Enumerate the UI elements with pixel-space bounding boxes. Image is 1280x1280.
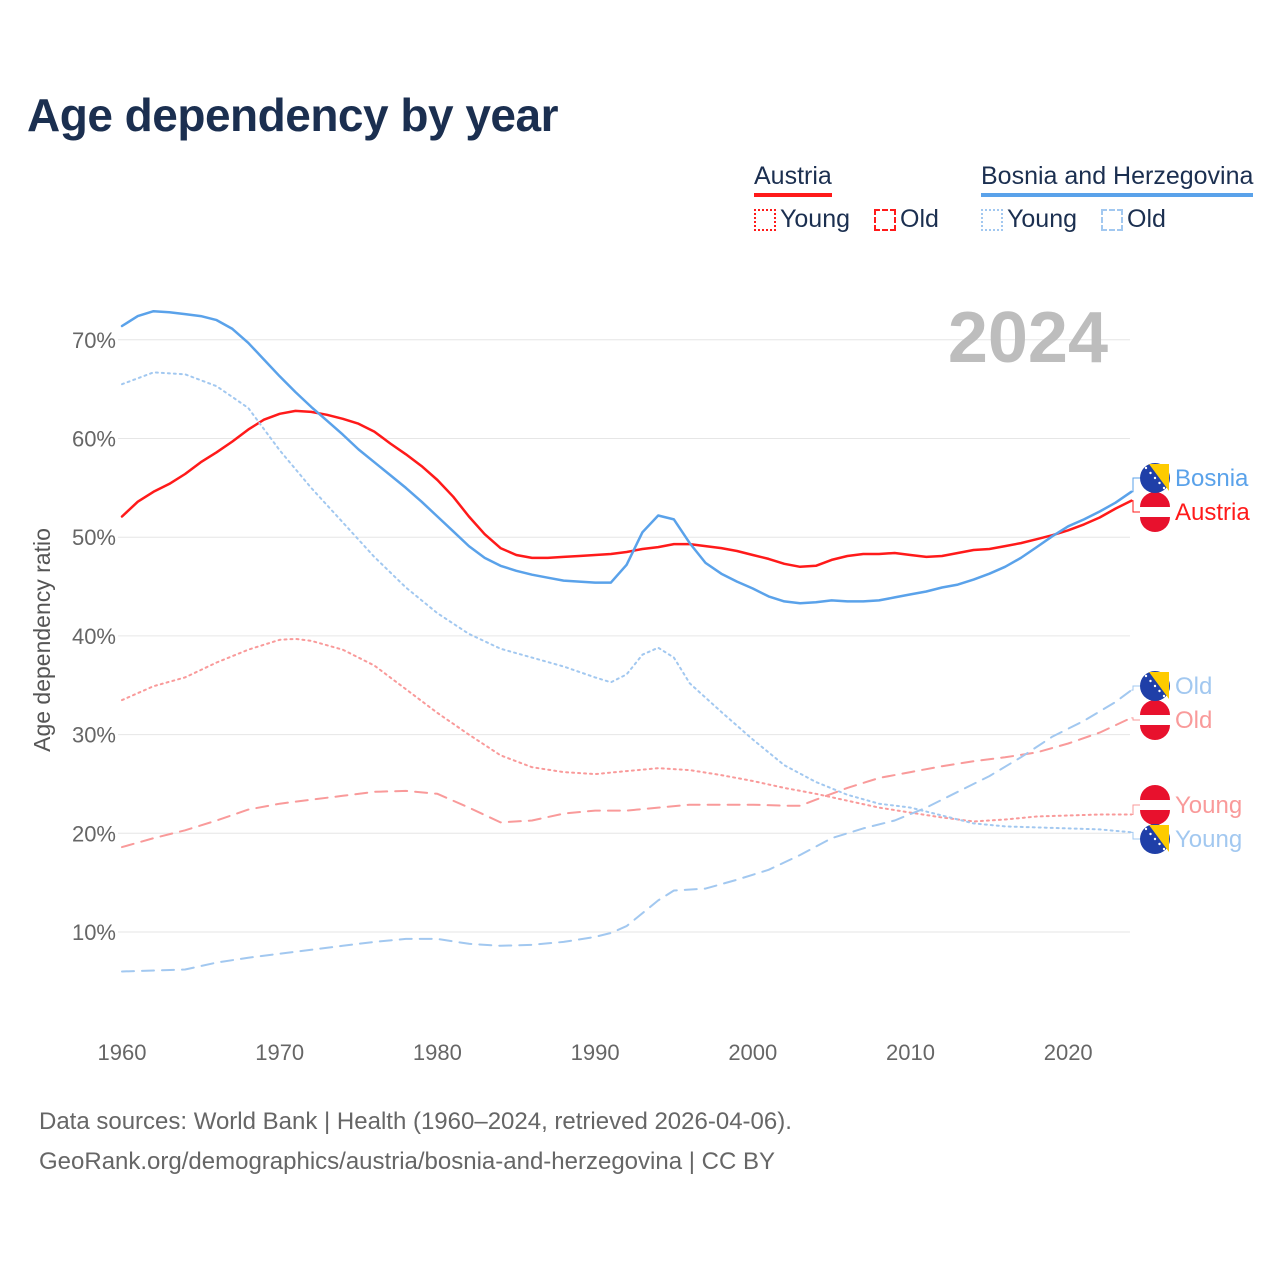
end-label-austria-total: Austria bbox=[1175, 499, 1250, 526]
dotted-swatch-icon bbox=[981, 208, 1003, 231]
label-connector bbox=[1131, 685, 1140, 691]
legend-austria-old[interactable]: Old bbox=[874, 205, 939, 234]
series-line-bosnia-young[interactable] bbox=[121, 371, 1133, 834]
legend-label: Young bbox=[1007, 205, 1077, 233]
label-connector bbox=[1131, 717, 1140, 721]
legend-austria-young[interactable]: Young bbox=[754, 205, 850, 234]
bosnia-flag-icon bbox=[1140, 824, 1170, 854]
label-connector bbox=[1131, 500, 1140, 513]
source-line-1: Data sources: World Bank | Health (1960–… bbox=[39, 1108, 792, 1135]
x-tick-label: 2010 bbox=[886, 1040, 935, 1065]
x-tick-label: 1970 bbox=[255, 1040, 304, 1065]
x-tick-label: 2000 bbox=[728, 1040, 777, 1065]
source-line-2[interactable]: GeoRank.org/demographics/austria/bosnia-… bbox=[39, 1148, 775, 1175]
x-tick-label: 1990 bbox=[571, 1040, 620, 1065]
x-tick-label: 2020 bbox=[1044, 1040, 1093, 1065]
series-line-austria-old[interactable] bbox=[121, 716, 1133, 849]
series-line-bosnia-total[interactable] bbox=[120, 309, 1133, 605]
end-label-austria-old: Old bbox=[1175, 707, 1212, 734]
end-label-bosnia-old: Old bbox=[1175, 673, 1212, 700]
legend-label: Old bbox=[900, 205, 939, 233]
legend-austria[interactable]: Austria bbox=[754, 162, 832, 197]
dashed-swatch-icon bbox=[1101, 208, 1123, 231]
legend-bosnia[interactable]: Bosnia and Herzegovina bbox=[981, 162, 1254, 197]
austria-flag-icon bbox=[1140, 492, 1170, 532]
series-line-bosnia-old[interactable] bbox=[121, 689, 1133, 973]
chart-title: Age dependency by year bbox=[27, 89, 558, 141]
dotted-swatch-icon bbox=[754, 208, 776, 231]
series-line-austria-total[interactable] bbox=[120, 409, 1133, 569]
legend-label: Young bbox=[780, 205, 850, 233]
end-label-austria-young: Young bbox=[1175, 792, 1242, 819]
label-connector bbox=[1131, 804, 1140, 816]
bosnia-flag-icon bbox=[1140, 463, 1170, 493]
y-tick-label: 10% bbox=[72, 920, 116, 945]
year-watermark: 2024 bbox=[948, 298, 1108, 378]
x-tick-label: 1980 bbox=[413, 1040, 462, 1065]
y-tick-label: 30% bbox=[72, 723, 116, 748]
end-label-bosnia-young: Young bbox=[1175, 826, 1242, 853]
austria-flag-icon bbox=[1140, 785, 1170, 825]
y-tick-label: 60% bbox=[72, 427, 116, 452]
x-tick-label: 1960 bbox=[98, 1040, 147, 1065]
austria-flag-icon bbox=[1140, 700, 1170, 740]
label-connector bbox=[1131, 831, 1140, 840]
y-tick-label: 20% bbox=[72, 821, 116, 846]
y-tick-label: 50% bbox=[72, 525, 116, 550]
legend-bosnia-old[interactable]: Old bbox=[1101, 205, 1166, 234]
legend-bosnia-young[interactable]: Young bbox=[981, 205, 1077, 234]
label-connector bbox=[1131, 477, 1140, 493]
legend-label: Old bbox=[1127, 205, 1166, 233]
y-tick-label: 70% bbox=[72, 328, 116, 353]
series-line-austria-young[interactable] bbox=[121, 637, 1133, 823]
dashed-swatch-icon bbox=[874, 208, 896, 231]
bosnia-flag-icon bbox=[1140, 671, 1170, 701]
y-axis-label: Age dependency ratio bbox=[29, 528, 55, 752]
end-label-bosnia-total: Bosnia bbox=[1175, 465, 1249, 492]
y-tick-label: 40% bbox=[72, 624, 116, 649]
